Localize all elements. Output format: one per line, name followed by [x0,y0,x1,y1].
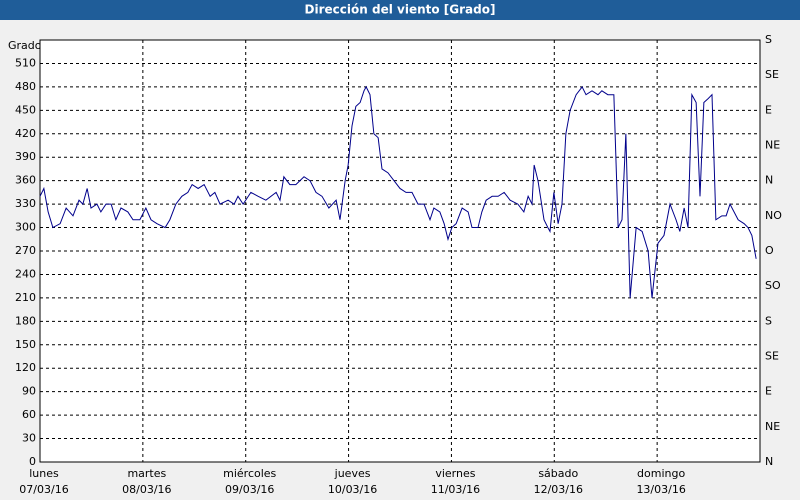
y2-tick-label: SE [765,68,779,81]
x-tick-label: viernes [435,467,475,480]
y-tick-label: 300 [15,221,36,234]
title-bar [0,0,800,20]
x-tick-label: martes [127,467,166,480]
y-tick-label: 90 [22,385,36,398]
y2-tick-label: NE [765,420,780,433]
y2-tick-label: E [765,103,772,116]
x-tick-label: lunes [29,467,59,480]
y-axis-label: Grado [8,39,42,52]
y2-tick-label: SE [765,350,779,363]
y2-tick-label: SO [765,279,781,292]
x-tick-label: jueves [334,467,371,480]
y-tick-label: 480 [15,80,36,93]
y-tick-label: 150 [15,338,36,351]
x-tick-date: 09/03/16 [225,483,274,496]
chart-title: Dirección del viento [Grado] [305,3,496,17]
y2-tick-label: N [765,174,773,187]
x-tick-label: sábado [538,467,578,480]
y-tick-label: 240 [15,267,36,280]
data-line [39,85,757,298]
y-tick-label: 210 [15,291,36,304]
y2-tick-label: NE [765,139,780,152]
x-tick-date: 13/03/16 [636,483,685,496]
x-tick-date: 12/03/16 [534,483,583,496]
x-tick-label: miércoles [223,467,276,480]
x-tick-date: 07/03/16 [19,483,68,496]
y-tick-label: 390 [15,150,36,163]
y2-tick-label: N [765,455,773,468]
y2-tick-label: S [765,33,772,46]
y-tick-label: 120 [15,361,36,374]
x-tick-date: 11/03/16 [431,483,480,496]
y-tick-label: 0 [29,455,36,468]
x-tick-date: 10/03/16 [328,483,377,496]
y2-tick-label: S [765,314,772,327]
y2-tick-label: O [765,244,774,257]
y-tick-label: 60 [22,408,36,421]
y-tick-label: 510 [15,56,36,69]
plot-border [39,39,761,463]
x-tick-label: domingo [637,467,685,480]
y-tick-label: 270 [15,244,36,257]
x-tick-date: 08/03/16 [122,483,171,496]
y-tick-label: 450 [15,103,36,116]
y2-tick-label: NO [765,209,782,222]
y-tick-label: 420 [15,127,36,140]
y-tick-label: 330 [15,197,36,210]
y-tick-label: 360 [15,174,36,187]
y-tick-label: 180 [15,314,36,327]
y-tick-label: 30 [22,432,36,445]
y2-tick-label: E [765,385,772,398]
